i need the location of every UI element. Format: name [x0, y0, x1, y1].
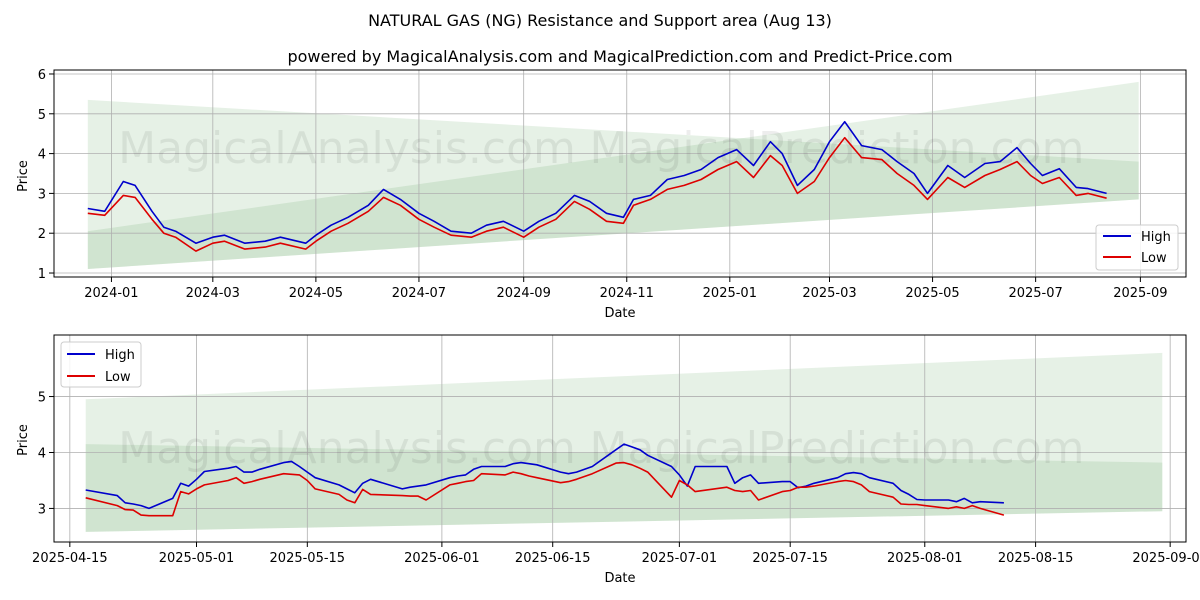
bottom-legend-high-label: High	[105, 348, 135, 363]
watermark-analysis: MagicalAnalysis.com	[118, 123, 576, 174]
resistance-support-band-1	[85, 444, 1163, 532]
bottom-chart-legend: High Low	[60, 341, 142, 388]
x-tick-label: 2025-05-01	[159, 551, 235, 566]
y-tick-label: 3	[38, 187, 46, 202]
resistance-support-band-0	[85, 352, 1163, 532]
top-chart-frame	[53, 69, 1187, 278]
x-tick-label: 2025-08-15	[998, 551, 1074, 566]
x-tick-label: 2025-07-15	[752, 551, 828, 566]
watermark-analysis-bottom: MagicalAnalysis.com	[118, 423, 576, 474]
bottom-chart-y-ticks: 3 4 5	[38, 391, 54, 517]
resistance-support-band-0	[87, 99, 1139, 270]
bottom-chart: MagicalAnalysis.com MagicalPrediction.co…	[16, 334, 1200, 586]
top-legend-high-label: High	[1141, 230, 1171, 245]
top-chart-x-ticks: 2024-01 2024-03 2024-05 2024-07 2024-09 2024-…	[84, 277, 1168, 301]
x-tick-label: 2025-05	[905, 286, 959, 301]
x-tick-label: 2024-05	[289, 286, 343, 301]
top-chart-y-ticks: 1 2 3 4 5 6	[38, 68, 54, 282]
top-chart-series	[87, 120, 1107, 252]
x-tick-label: 2025-06-01	[404, 551, 480, 566]
x-tick-label: 2025-08-01	[887, 551, 963, 566]
x-tick-label: 2024-11	[600, 286, 654, 301]
y-tick-label: 5	[38, 108, 46, 123]
bottom-chart-x-ticks: 2025-04-15 2025-05-01 2025-05-15 2025-06-01…	[32, 542, 1200, 566]
y-tick-label: 4	[38, 446, 46, 461]
y-tick-label: 2	[38, 227, 46, 242]
x-tick-label: 2025-06-15	[515, 551, 591, 566]
y-tick-label: 3	[38, 502, 46, 517]
bottom-chart-y-axis-label: Price	[16, 424, 31, 456]
series-line-low	[87, 136, 1107, 252]
y-tick-label: 5	[38, 391, 46, 406]
x-tick-label: 2025-07-01	[642, 551, 718, 566]
top-chart: MagicalAnalysis.com MagicalPrediction.co…	[16, 68, 1187, 321]
x-tick-label: 2025-01	[703, 286, 757, 301]
y-tick-label: 4	[38, 148, 46, 163]
bottom-legend-low-label: Low	[105, 370, 131, 385]
chart-title: NATURAL GAS (NG) Resistance and Support …	[368, 11, 832, 30]
x-tick-label: 2025-07	[1008, 286, 1062, 301]
watermark-prediction-bottom: MagicalPrediction.com	[590, 423, 1085, 474]
x-tick-label: 2024-09	[497, 286, 551, 301]
chart-subtitle: powered by MagicalAnalysis.com and Magic…	[287, 47, 952, 66]
x-tick-label: 2025-03	[802, 286, 856, 301]
x-tick-label: 2025-09	[1113, 286, 1167, 301]
bottom-chart-grid	[54, 335, 1186, 542]
bottom-chart-x-axis-label: Date	[604, 571, 635, 586]
x-tick-label: 2025-05-15	[270, 551, 346, 566]
bottom-chart-frame	[53, 334, 1187, 543]
top-chart-y-axis-label: Price	[16, 160, 31, 192]
x-tick-label: 2025-04-15	[32, 551, 108, 566]
y-tick-label: 6	[38, 68, 46, 83]
bottom-chart-series	[85, 443, 1005, 517]
top-chart-legend: High Low	[1095, 224, 1179, 271]
series-line-high	[85, 443, 1004, 510]
top-chart-x-axis-label: Date	[604, 306, 635, 321]
x-tick-label: 2024-03	[186, 286, 240, 301]
series-line-low	[85, 461, 1005, 517]
top-chart-grid	[54, 70, 1186, 277]
top-legend-low-label: Low	[1141, 251, 1167, 266]
bottom-chart-bands	[85, 352, 1163, 532]
x-tick-label: 2025-09-01	[1132, 551, 1200, 566]
x-tick-label: 2024-01	[84, 286, 138, 301]
y-tick-label: 1	[38, 267, 46, 282]
series-line-high	[87, 120, 1107, 244]
x-tick-label: 2024-07	[392, 286, 446, 301]
